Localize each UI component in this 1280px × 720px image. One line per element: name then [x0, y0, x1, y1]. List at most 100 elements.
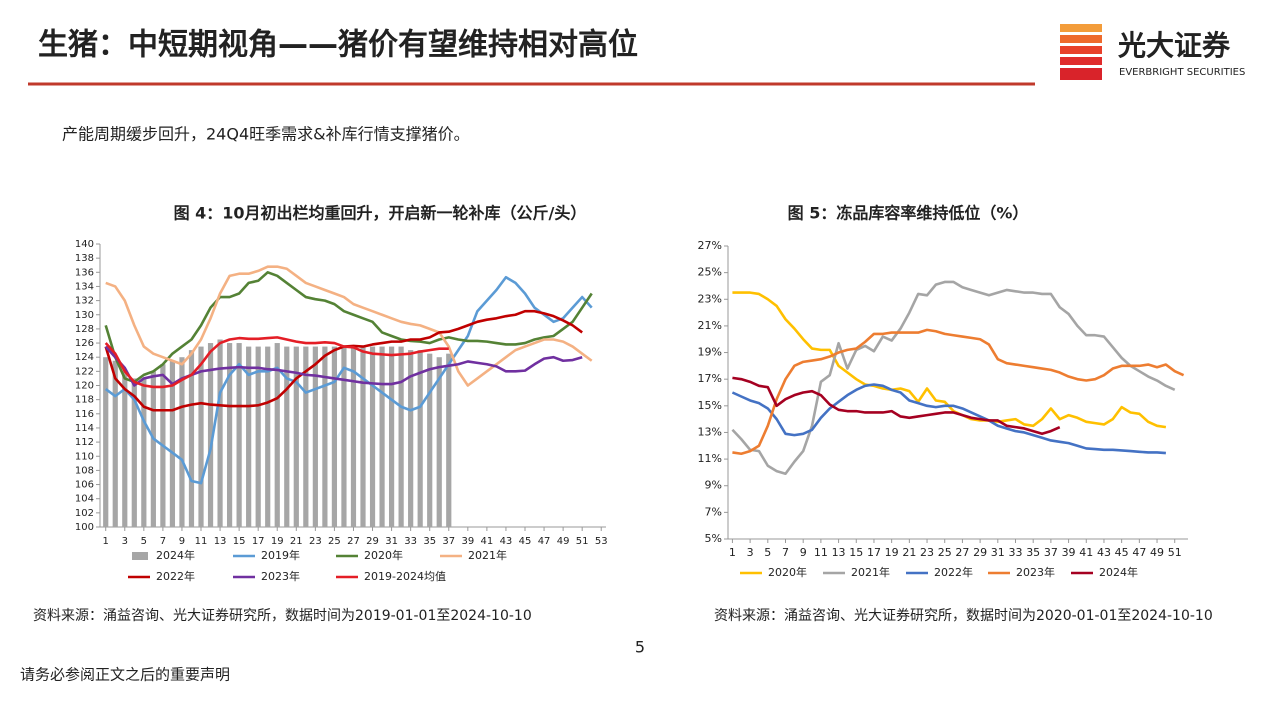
page-number: 5 [635, 638, 645, 657]
y-tick-label: 136 [75, 267, 94, 278]
x-tick-label: 35 [423, 536, 436, 547]
bar [112, 360, 118, 527]
legend-label: 2024年 [1099, 565, 1138, 579]
legend-label: 2019年 [261, 548, 300, 562]
bar [360, 346, 366, 527]
bar [169, 360, 176, 527]
x-tick-label: 13 [832, 546, 846, 559]
bar [312, 346, 318, 527]
y-tick-label: 122 [75, 366, 94, 377]
legend-label: 2022年 [934, 565, 973, 579]
x-tick-label: 11 [814, 546, 828, 559]
y-tick-label: 106 [75, 480, 94, 491]
y-tick-label: 104 [75, 494, 94, 505]
y-tick-label: 11% [698, 452, 722, 465]
series-line [104, 275, 593, 485]
bar [427, 353, 433, 527]
series-line [731, 383, 1166, 455]
y-tick-label: 15% [698, 399, 722, 412]
series-line [104, 336, 449, 389]
legend-swatch [132, 552, 148, 560]
y-tick-label: 132 [75, 296, 94, 307]
legend-label: 2021年 [468, 548, 507, 562]
bar [122, 371, 128, 527]
legend-label: 2023年 [1016, 565, 1055, 579]
bar [226, 343, 233, 527]
x-tick-label: 27 [955, 546, 969, 559]
x-tick-label: 39 [461, 536, 474, 547]
y-tick-label: 114 [75, 423, 94, 434]
x-tick-label: 51 [576, 536, 589, 547]
chart-title: 图 5：冻品库容率维持低位（%） [788, 204, 1029, 223]
bar [103, 357, 109, 527]
y-tick-label: 118 [75, 395, 94, 406]
bar [446, 353, 452, 527]
x-tick-label: 31 [385, 536, 398, 547]
bar [131, 378, 137, 527]
x-tick-label: 33 [404, 536, 417, 547]
y-tick-label: 126 [75, 338, 94, 349]
x-tick-label: 7 [160, 536, 166, 547]
x-tick-label: 13 [214, 536, 227, 547]
bar [265, 346, 271, 527]
bar [322, 346, 328, 527]
y-tick-label: 116 [75, 409, 94, 420]
bar [408, 350, 414, 527]
bar [150, 371, 156, 527]
x-tick-label: 21 [902, 546, 916, 559]
bar [369, 346, 376, 527]
x-tick-label: 39 [1062, 546, 1076, 559]
x-tick-label: 5 [764, 546, 771, 559]
y-tick-label: 7% [705, 505, 722, 518]
series-line [732, 376, 1061, 436]
bar [188, 350, 195, 527]
logo-sub: EVERBRIGHT SECURITIES [1119, 67, 1245, 78]
x-tick-label: 35 [1026, 546, 1040, 559]
bar [341, 346, 347, 527]
x-tick-label: 11 [195, 536, 208, 547]
y-tick-label: 27% [698, 239, 722, 252]
x-tick-label: 53 [595, 536, 608, 547]
x-tick-label: 31 [991, 546, 1005, 559]
y-tick-label: 108 [75, 465, 94, 476]
y-tick-label: 120 [75, 381, 94, 392]
x-tick-label: 7 [782, 546, 789, 559]
bar [198, 346, 204, 527]
y-tick-label: 138 [75, 253, 94, 264]
y-tick-label: 21% [698, 319, 722, 332]
bar [207, 343, 214, 527]
y-tick-label: 128 [75, 324, 94, 335]
x-tick-label: 49 [1150, 546, 1164, 559]
legend-label: 2024年 [156, 548, 195, 562]
x-tick-label: 23 [309, 536, 322, 547]
y-tick-label: 134 [75, 281, 94, 292]
bar [179, 357, 185, 527]
x-tick-label: 41 [1079, 546, 1093, 559]
y-tick-label: 17% [698, 372, 722, 385]
x-tick-label: 1 [103, 536, 109, 547]
x-tick-label: 29 [366, 536, 379, 547]
bar [388, 346, 395, 527]
x-tick-label: 15 [849, 546, 863, 559]
x-tick-label: 9 [800, 546, 807, 559]
x-tick-label: 19 [885, 546, 899, 559]
x-tick-label: 25 [328, 536, 341, 547]
bar [236, 343, 242, 527]
x-tick-label: 27 [347, 536, 360, 547]
y-tick-label: 100 [75, 522, 94, 533]
bar [398, 346, 404, 527]
x-tick-label: 17 [252, 536, 265, 547]
disclaimer: 请务必参阅正文之后的重要声明 [20, 666, 230, 684]
x-tick-label: 23 [920, 546, 934, 559]
legend-label: 2019-2024均值 [364, 570, 446, 583]
y-tick-label: 130 [75, 310, 94, 321]
x-tick-label: 5 [141, 536, 147, 547]
y-tick-label: 13% [698, 425, 722, 438]
legend-label: 2023年 [261, 569, 300, 583]
x-tick-label: 43 [1097, 546, 1111, 559]
bar [284, 346, 290, 527]
y-tick-label: 9% [705, 479, 722, 492]
slide-title: 生猪：中短期视角——猪价有望维持相对高位 [38, 28, 638, 63]
legend-label: 2021年 [851, 565, 890, 579]
